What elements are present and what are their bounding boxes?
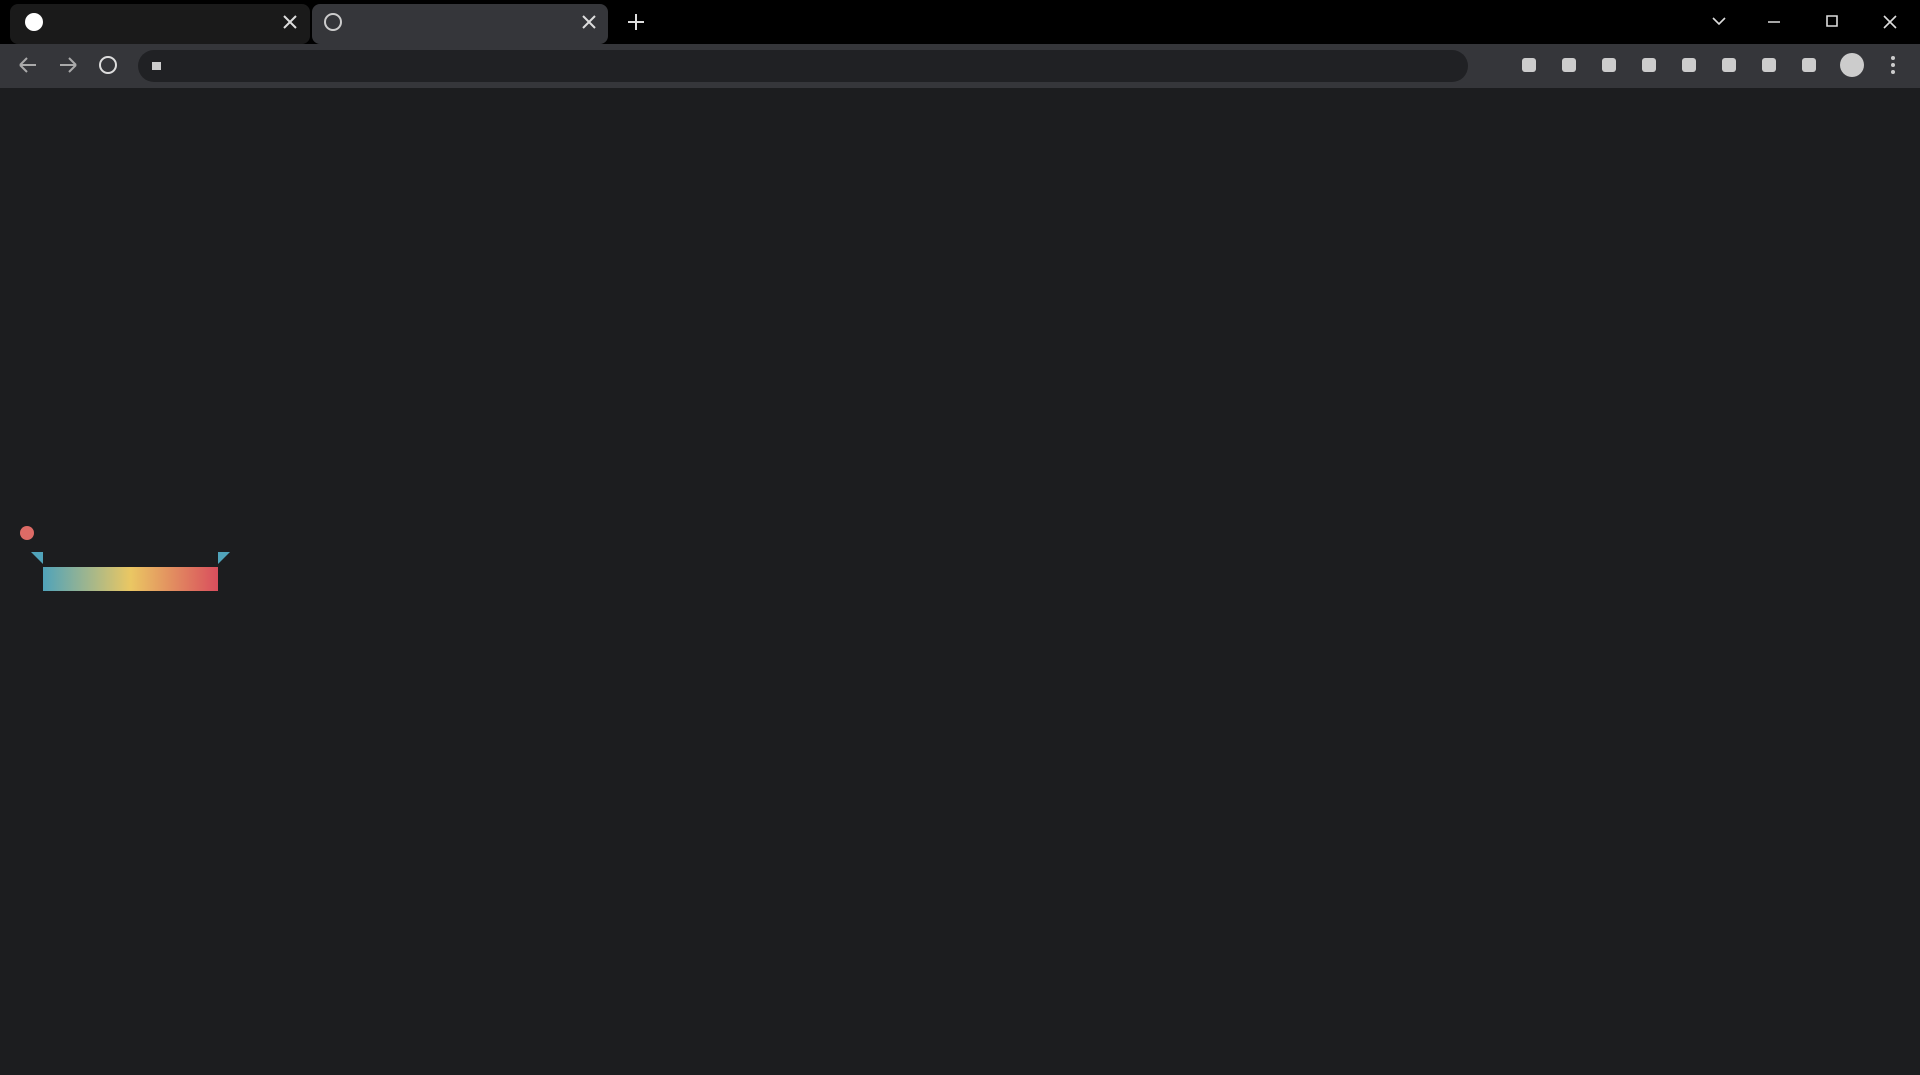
visual-map[interactable] xyxy=(43,567,218,591)
extensions xyxy=(1522,53,1895,77)
tab-icon xyxy=(25,13,43,31)
legend-marker xyxy=(20,526,34,540)
window-controls[interactable] xyxy=(1712,15,1897,29)
tab-active[interactable] xyxy=(312,4,608,44)
tab-buttons[interactable] xyxy=(283,14,644,30)
reload[interactable] xyxy=(99,56,117,74)
tab-icon xyxy=(324,13,342,31)
tab[interactable] xyxy=(10,4,310,44)
address-bar[interactable] xyxy=(138,50,1468,82)
nav-buttons[interactable] xyxy=(19,57,77,73)
lock-icon xyxy=(152,62,161,70)
